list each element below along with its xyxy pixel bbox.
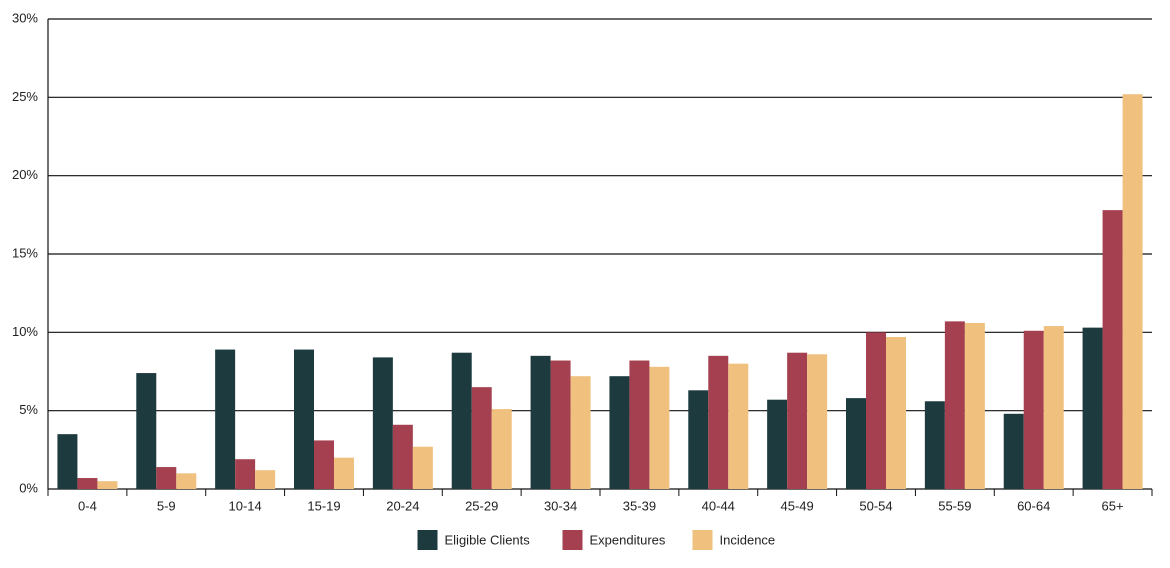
x-tick-label: 60-64 [1017,498,1050,513]
legend-swatch [562,530,583,550]
bar [550,360,571,489]
bar [255,470,276,489]
bar [787,352,808,489]
x-tick-label: 25-29 [465,498,498,513]
bar [570,376,591,489]
bar [156,467,177,489]
x-tick-label: 35-39 [623,498,656,513]
bar [629,360,650,489]
legend-label: Eligible Clients [445,532,531,547]
x-tick-label: 30-34 [544,498,577,513]
x-tick-label: 50-54 [859,498,892,513]
x-tick-label: 20-24 [386,498,419,513]
y-tick-label: 30% [12,10,38,25]
bar [372,357,393,489]
bar [215,349,236,489]
y-tick-label: 10% [12,324,38,339]
x-tick-label: 10-14 [229,498,262,513]
x-tick-label: 0-4 [78,498,97,513]
y-tick-label: 15% [12,245,38,260]
x-tick-label: 15-19 [307,498,340,513]
bar [1043,326,1064,489]
bar [57,434,78,489]
bar [846,398,866,489]
y-tick-label: 5% [19,402,38,417]
bar [491,409,512,489]
bar [728,363,749,489]
bar [412,446,433,489]
legend-swatch [692,530,713,550]
y-tick-label: 25% [12,89,38,104]
bar [392,424,413,489]
bar [767,399,788,489]
bar [964,322,985,489]
x-tick-label: 40-44 [702,498,735,513]
bar [471,387,492,489]
bar [807,354,828,489]
bar [944,321,965,489]
legend-label: Incidence [720,532,776,547]
x-tick-label: 5-9 [157,498,176,513]
bar [136,373,157,489]
x-tick-label: 55-59 [938,498,971,513]
bar [886,337,906,489]
bar [649,366,670,489]
legend-swatch [417,530,438,550]
bar [1082,327,1103,489]
bar [866,332,886,489]
y-tick-label: 0% [19,480,38,495]
bar [334,457,354,489]
bar [530,355,551,489]
x-tick-label: 45-49 [781,498,814,513]
bar [688,390,709,489]
bar [235,459,256,489]
bar [1122,94,1143,489]
bar [294,349,314,489]
y-tick-label: 20% [12,167,38,182]
bar [924,401,945,489]
x-tick-label: 65+ [1102,498,1124,513]
bar [708,355,729,489]
bar [1023,330,1044,489]
bar [1003,413,1024,489]
bar [97,481,118,489]
bar [1102,210,1123,489]
bar [176,473,197,489]
bar [609,376,630,489]
bar [451,352,472,489]
bar [77,478,98,489]
bar [314,440,334,489]
legend-label: Expenditures [590,532,666,547]
